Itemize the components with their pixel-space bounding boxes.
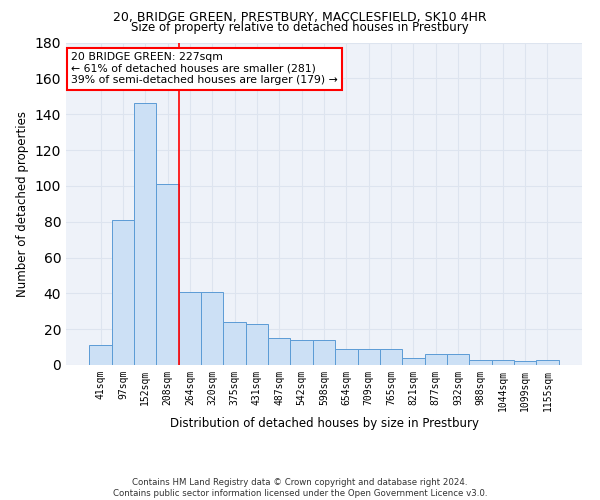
Bar bbox=[179, 292, 201, 365]
Bar bbox=[380, 349, 402, 365]
Bar bbox=[246, 324, 268, 365]
Bar bbox=[514, 362, 536, 365]
Bar bbox=[268, 338, 290, 365]
Y-axis label: Number of detached properties: Number of detached properties bbox=[16, 111, 29, 296]
Text: 20, BRIDGE GREEN, PRESTBURY, MACCLESFIELD, SK10 4HR: 20, BRIDGE GREEN, PRESTBURY, MACCLESFIEL… bbox=[113, 11, 487, 24]
Text: Contains HM Land Registry data © Crown copyright and database right 2024.
Contai: Contains HM Land Registry data © Crown c… bbox=[113, 478, 487, 498]
Bar bbox=[402, 358, 425, 365]
Bar bbox=[89, 346, 112, 365]
Bar bbox=[491, 360, 514, 365]
Bar bbox=[134, 104, 157, 365]
Bar bbox=[201, 292, 223, 365]
Bar bbox=[313, 340, 335, 365]
Bar bbox=[290, 340, 313, 365]
Bar bbox=[536, 360, 559, 365]
Text: 20 BRIDGE GREEN: 227sqm
← 61% of detached houses are smaller (281)
39% of semi-d: 20 BRIDGE GREEN: 227sqm ← 61% of detache… bbox=[71, 52, 338, 86]
Bar bbox=[425, 354, 447, 365]
Bar bbox=[469, 360, 491, 365]
Bar bbox=[223, 322, 246, 365]
X-axis label: Distribution of detached houses by size in Prestbury: Distribution of detached houses by size … bbox=[170, 416, 479, 430]
Bar bbox=[157, 184, 179, 365]
Bar bbox=[358, 349, 380, 365]
Bar bbox=[335, 349, 358, 365]
Bar bbox=[112, 220, 134, 365]
Text: Size of property relative to detached houses in Prestbury: Size of property relative to detached ho… bbox=[131, 21, 469, 34]
Bar bbox=[447, 354, 469, 365]
